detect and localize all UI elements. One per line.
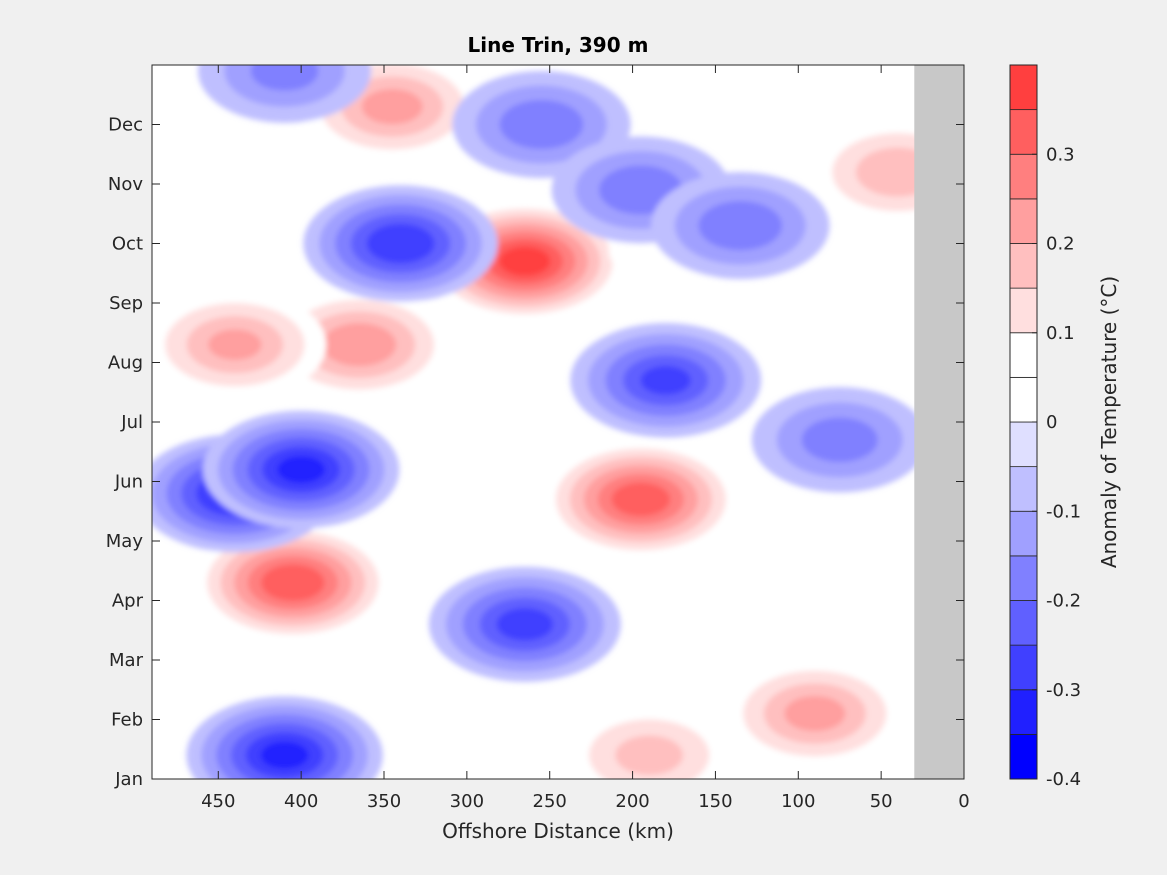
anomaly-cold-12-level-5 [260, 741, 309, 769]
colorbar-level-4 [1009, 555, 1038, 601]
anomaly-warm-6-level-3 [784, 695, 846, 732]
x-axis: 450 400 350 300 250 200 150 100 50 0 [201, 65, 970, 812]
anomaly-cold-15-level-4 [640, 366, 691, 395]
colorbar-level-2 [1009, 644, 1038, 691]
anomaly-contours [152, 65, 964, 779]
anomaly-cold-13-level-4 [366, 223, 435, 264]
colorbar-tick-label--0.1: -0.1 [1046, 501, 1081, 522]
colorbar-level-15 [1009, 64, 1038, 111]
anomaly-warm-3-level-3 [322, 323, 397, 367]
colorbar-level-6 [1009, 466, 1038, 512]
anomaly-warm-5-level-3 [361, 89, 423, 125]
anomaly-warm-1-level-6 [499, 246, 551, 276]
anomaly-cold-19-level-2 [801, 417, 878, 463]
colorbar-tick-label-0.3: 0.3 [1046, 144, 1075, 165]
no-data-region [914, 65, 964, 779]
anomaly-warm-0-level-5 [261, 564, 325, 601]
anomaly-cold-18-level-2 [698, 201, 783, 251]
x-tick-label-200: 200 [615, 791, 649, 812]
anomaly-cold-14-level-4 [496, 608, 554, 641]
y-tick-label-Oct: Oct [112, 234, 143, 255]
colorbar-tick-label-0.2: 0.2 [1046, 234, 1075, 255]
anomaly-warm-7-level-2 [615, 735, 683, 775]
y-tick-label-Mar: Mar [109, 650, 144, 671]
x-tick-label-250: 250 [533, 791, 567, 812]
x-tick-label-450: 450 [201, 791, 235, 812]
x-tick-label-300: 300 [450, 791, 484, 812]
y-tick-label-Jun: Jun [114, 472, 143, 493]
colorbar-label: Anomaly of Temperature (°C) [1097, 276, 1121, 568]
anomaly-warm-4-level-3 [208, 329, 262, 360]
colorbar-level-11 [1009, 243, 1038, 289]
x-tick-label-350: 350 [367, 791, 401, 812]
anomaly-field [152, 65, 964, 779]
colorbar-tick-label-0: 0 [1046, 412, 1057, 433]
colorbar-level-13 [1009, 153, 1038, 200]
plot-area [152, 65, 964, 779]
x-tick-label-0: 0 [958, 791, 969, 812]
colorbar-tick-label--0.4: -0.4 [1046, 769, 1081, 790]
y-tick-label-Dec: Dec [108, 115, 143, 136]
colorbar-tick-label-0.1: 0.1 [1046, 323, 1075, 344]
chart-title: Line Trin, 390 m [468, 33, 649, 57]
anomaly-cold-11-level-5 [277, 456, 326, 484]
colorbar-level-9 [1009, 332, 1038, 378]
colorbar-level-1 [1009, 689, 1038, 735]
anomaly-cold-20-level-2 [250, 65, 319, 91]
colorbar-level-0 [1009, 733, 1038, 780]
y-tick-label-Apr: Apr [112, 591, 144, 612]
colorbar-level-5 [1009, 510, 1038, 557]
y-tick-label-Feb: Feb [111, 710, 143, 731]
colorbar-tick-label--0.3: -0.3 [1046, 680, 1081, 701]
y-tick-label-Nov: Nov [108, 174, 143, 195]
y-tick-label-Jan: Jan [114, 769, 143, 790]
x-tick-label-100: 100 [781, 791, 815, 812]
anomaly-cold-16-level-2 [499, 100, 584, 149]
colorbar-level-10 [1009, 287, 1038, 334]
x-tick-label-400: 400 [284, 791, 318, 812]
x-tick-label-50: 50 [870, 791, 893, 812]
colorbar-level-3 [1009, 600, 1038, 646]
y-tick-label-May: May [106, 531, 144, 552]
y-tick-label-Aug: Aug [108, 353, 143, 374]
x-tick-label-150: 150 [698, 791, 732, 812]
colorbar-level-14 [1009, 109, 1038, 155]
anomaly-warm-2-level-5 [611, 482, 671, 517]
y-tick-label-Sep: Sep [109, 293, 143, 314]
y-axis: Jan Feb Mar Apr May Jun Jul Aug Sep Oct Nov Dec [106, 115, 964, 790]
colorbar-level-12 [1009, 198, 1038, 244]
colorbar: 0.3 0.2 0.1 0 -0.1 -0.2 -0.3 -0.4 [1009, 64, 1081, 790]
colorbar-level-8 [1009, 376, 1038, 423]
x-axis-label: Offshore Distance (km) [442, 819, 674, 843]
colorbar-tick-label--0.2: -0.2 [1046, 591, 1081, 612]
y-tick-label-Jul: Jul [120, 412, 143, 433]
colorbar-level-7 [1009, 421, 1038, 468]
